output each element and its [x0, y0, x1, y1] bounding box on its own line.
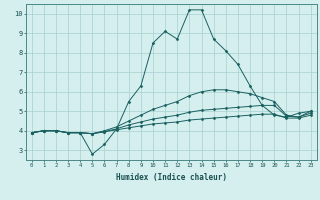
- X-axis label: Humidex (Indice chaleur): Humidex (Indice chaleur): [116, 173, 227, 182]
